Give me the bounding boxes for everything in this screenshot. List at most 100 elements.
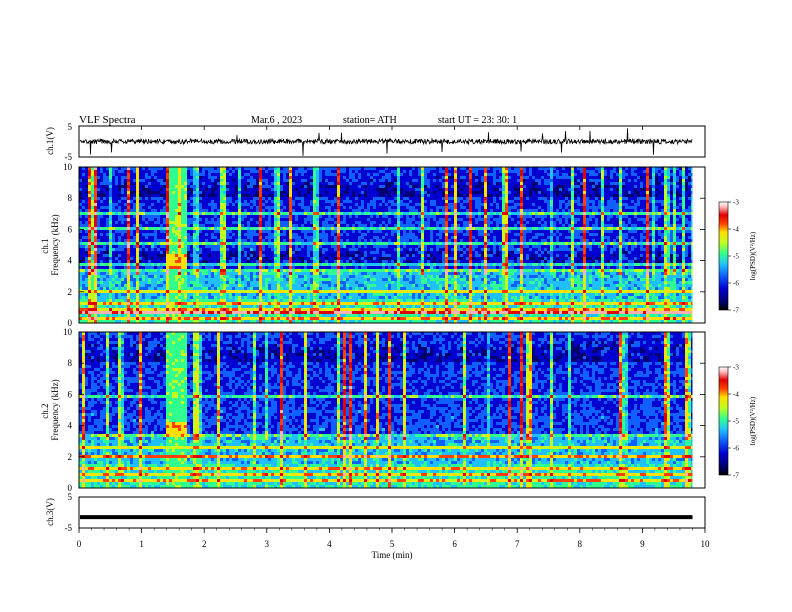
- spectrogram-cell: [604, 227, 607, 231]
- spectrogram-cell: [154, 248, 157, 252]
- spectrogram-cell: [94, 257, 97, 261]
- spectrogram-cell: [601, 203, 604, 207]
- spectrogram-cell: [367, 254, 382, 258]
- spectrogram-cell: [220, 176, 226, 180]
- spectrogram-cell: [487, 245, 493, 249]
- spectrogram-cell: [457, 182, 466, 186]
- spectrogram-cell: [541, 221, 544, 225]
- spectrogram-cell: [214, 227, 217, 231]
- spectrogram-cell: [391, 203, 397, 207]
- spectrogram-cell: [115, 221, 118, 225]
- spectrogram-cell: [685, 269, 688, 273]
- spectrogram-cell: [355, 254, 358, 258]
- spectrogram-cell: [181, 209, 187, 213]
- spectrogram-cell: [196, 263, 199, 267]
- spectrogram-cell: [640, 209, 643, 213]
- spectrogram-cell: [496, 212, 499, 216]
- spectrogram-cell: [409, 197, 421, 201]
- spectrogram-cell: [337, 203, 340, 207]
- spectrogram-cell: [112, 257, 115, 261]
- spectrogram-cell: [145, 191, 160, 195]
- spectrogram-cell: [427, 263, 430, 267]
- spectrogram-cell: [571, 257, 574, 261]
- spectrogram-cell: [628, 230, 637, 234]
- spectrogram-cell: [334, 203, 337, 207]
- spectrogram-cell: [625, 248, 628, 252]
- spectrogram-cell: [334, 254, 337, 258]
- spectrogram-cell: [583, 182, 586, 186]
- spectrogram-cell: [490, 248, 493, 252]
- spectrogram-cell: [376, 221, 382, 225]
- spectrogram-cell: [655, 194, 658, 198]
- spectrogram-cell: [247, 260, 250, 264]
- spectrogram-cell: [565, 269, 568, 273]
- spectrogram-cell: [445, 227, 448, 231]
- spectrogram-cell: [322, 170, 325, 174]
- spectrogram-cell: [88, 188, 91, 192]
- spectrogram-cell: [514, 266, 520, 270]
- spectrogram-cell: [364, 191, 367, 195]
- spectrogram-cell: [586, 230, 589, 234]
- spectrogram-cell: [262, 200, 265, 204]
- spectrogram-cell: [307, 167, 313, 171]
- spectrogram-cell: [349, 239, 358, 243]
- spectrogram-cell: [364, 257, 367, 261]
- spectrogram-cell: [436, 257, 442, 261]
- spectrogram-cell: [340, 239, 343, 243]
- spectrogram-cell: [520, 218, 523, 222]
- spectrogram-cell: [523, 233, 526, 237]
- spectrogram-cell: [340, 242, 343, 246]
- spectrogram-cell: [550, 260, 553, 264]
- spectrogram-cell: [160, 263, 163, 267]
- spectrogram-cell: [613, 224, 619, 228]
- spectrogram-cell: [280, 182, 286, 186]
- spectrogram-cell: [445, 179, 448, 183]
- spectrogram-cell: [682, 236, 685, 240]
- spectrogram-cell: [391, 260, 394, 264]
- spectrogram-cell: [337, 257, 340, 261]
- spectrogram-cell: [382, 266, 385, 270]
- spectrogram-cell: [679, 191, 682, 195]
- spectrogram-cell: [499, 188, 502, 192]
- spectrogram-cell: [571, 203, 574, 207]
- spectrogram-cell: [547, 170, 550, 174]
- spectrogram-cell: [571, 242, 574, 246]
- spectrogram-cell: [469, 260, 472, 264]
- spectrogram-cell: [283, 239, 286, 243]
- spectrogram-cell: [622, 233, 628, 237]
- spectrogram-cell: [343, 230, 346, 234]
- spectrogram-cell: [199, 167, 202, 171]
- spectrogram-cell: [211, 185, 214, 189]
- spectrogram-cell: [571, 263, 574, 267]
- spectrogram-cell: [541, 206, 547, 210]
- spectrogram-cell: [166, 215, 169, 219]
- spectrogram-cell: [397, 212, 400, 216]
- spectrogram-cell: [94, 212, 97, 216]
- spectrogram-cell: [505, 272, 508, 276]
- spectrogram-cell: [235, 200, 238, 204]
- spectrogram-cell: [622, 200, 631, 204]
- spectrogram-cell: [688, 218, 691, 222]
- spectrogram-cell: [169, 185, 175, 189]
- spectrogram-cell: [586, 170, 595, 174]
- spectrogram-cell: [571, 266, 574, 270]
- spectrogram-cell: [142, 206, 148, 210]
- spectrogram-cell: [637, 188, 640, 192]
- spectrogram-cell: [346, 215, 349, 219]
- spectrogram-cell: [508, 224, 514, 228]
- spectrogram-cell: [469, 227, 472, 231]
- spectrogram-cell: [571, 194, 574, 198]
- spectrogram-cell: [619, 236, 622, 240]
- spectrogram-cell: [136, 206, 139, 210]
- spectrogram-cell: [505, 197, 508, 201]
- spectrogram-cell: [364, 242, 367, 246]
- spectrogram-cell: [79, 245, 85, 249]
- spectrogram-cell: [676, 221, 682, 225]
- spectrogram-cell: [364, 239, 367, 243]
- spectrogram-cell: [313, 251, 319, 255]
- spectrogram-cell: [298, 257, 304, 261]
- spectrogram-cell: [547, 248, 550, 252]
- spectrogram-cell: [484, 248, 487, 252]
- spectrogram-cell: [649, 233, 652, 237]
- spectrogram-cell: [181, 200, 187, 204]
